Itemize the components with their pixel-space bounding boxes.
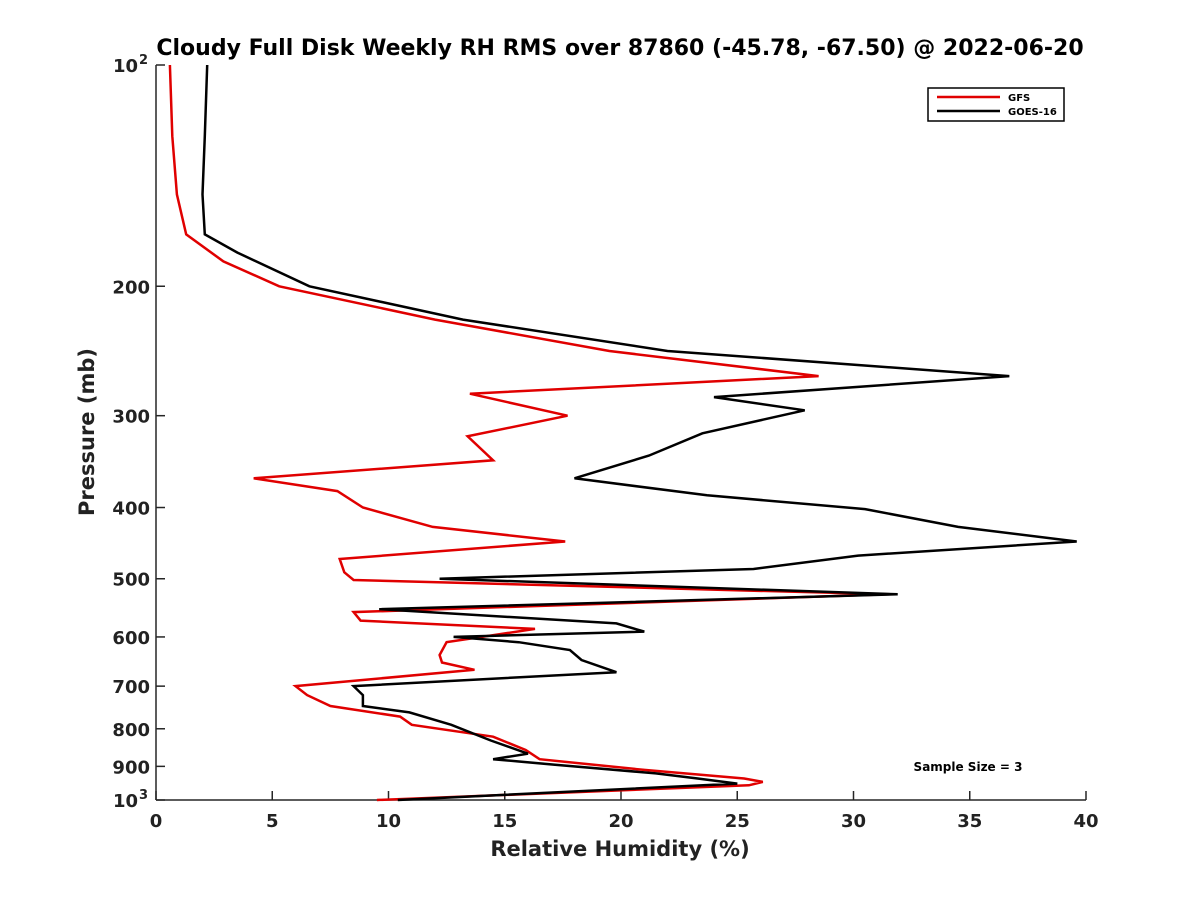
- y-tick-label: 700: [112, 677, 150, 698]
- y-tick-label: 800: [112, 720, 150, 741]
- x-tick-label: 30: [841, 811, 866, 832]
- y-tick-label: 900: [112, 757, 150, 778]
- series-lines: [168, 64, 1077, 802]
- y-tick-label: 10: [113, 56, 138, 77]
- y-tick-label: 500: [112, 570, 150, 591]
- chart-title: Cloudy Full Disk Weekly RH RMS over 8786…: [156, 36, 1083, 61]
- x-axis-label: Relative Humidity (%): [490, 837, 749, 861]
- y-tick-label: 600: [112, 628, 150, 649]
- y-tick-label: 10: [113, 791, 138, 812]
- y-tick-label: 200: [112, 277, 150, 298]
- sample-size-annotation: Sample Size = 3: [914, 760, 1023, 774]
- y-tick-label: 400: [112, 499, 150, 520]
- x-tick-label: 25: [725, 811, 750, 832]
- x-ticks: 0 5 10 15 20 25 30 35 40: [150, 791, 1099, 832]
- x-tick-label: 40: [1073, 811, 1098, 832]
- x-tick-label: 20: [608, 811, 633, 832]
- legend-label: GOES-16: [1008, 107, 1057, 118]
- x-tick-label: 10: [376, 811, 401, 832]
- y-tick-exponent: 3: [139, 788, 148, 803]
- y-tick-exponent: 2: [139, 53, 148, 68]
- series-line-goes-16: [201, 64, 1077, 802]
- x-tick-label: 35: [957, 811, 982, 832]
- y-axis-label: Pressure (mb): [75, 348, 99, 516]
- legend-label: GFS: [1008, 93, 1030, 104]
- series-line-gfs: [168, 64, 889, 802]
- legend: GFS GOES-16: [927, 87, 1065, 122]
- y-tick-label: 300: [112, 407, 150, 428]
- x-tick-label: 0: [150, 811, 163, 832]
- x-tick-label: 15: [492, 811, 517, 832]
- legend-box: [927, 87, 1065, 122]
- x-tick-label: 5: [266, 811, 279, 832]
